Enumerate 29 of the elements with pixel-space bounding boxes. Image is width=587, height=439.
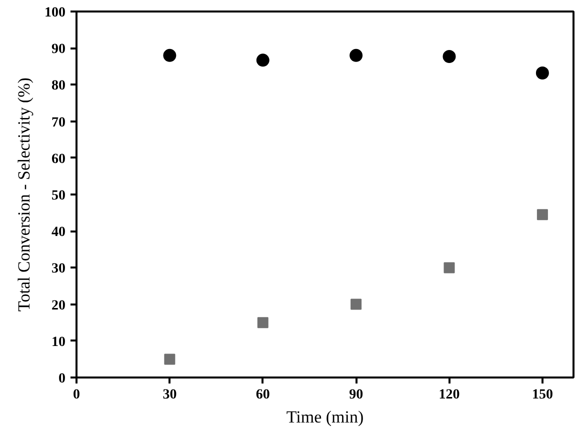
point (257, 317, 268, 328)
x-tick-label: 90 (349, 388, 364, 402)
x-tick-label: 120 (438, 388, 460, 402)
y-tick-label: 40 (52, 225, 66, 240)
point (442, 50, 456, 64)
y-tick-label: 100 (44, 6, 66, 20)
point (536, 209, 548, 220)
y-tick-label: 20 (52, 298, 66, 314)
x-tick-label: 60 (256, 388, 270, 402)
point (536, 66, 549, 80)
y-tick-label: 30 (52, 262, 66, 277)
point (350, 298, 362, 310)
x-tick-label: 30 (162, 388, 177, 402)
y-tick-label: 10 (52, 334, 66, 350)
x-axis-title: Time (min) (286, 408, 364, 426)
y-tick-label: 80 (52, 78, 66, 94)
y-tick-label: 0 (58, 372, 66, 386)
y-tick-label: 60 (52, 152, 66, 167)
y-tick-label: 50 (52, 188, 66, 204)
point (164, 354, 176, 365)
x-tick-label: 150 (532, 388, 553, 402)
point (350, 48, 363, 62)
point (444, 262, 455, 274)
y-tick-label: 90 (52, 42, 66, 58)
y-axis-title: Total Conversion - Selectivity (%) (14, 78, 34, 312)
point (256, 54, 270, 67)
y-tick-label: 70 (52, 115, 66, 130)
point (163, 48, 176, 62)
x-tick-label: 0 (73, 388, 80, 402)
